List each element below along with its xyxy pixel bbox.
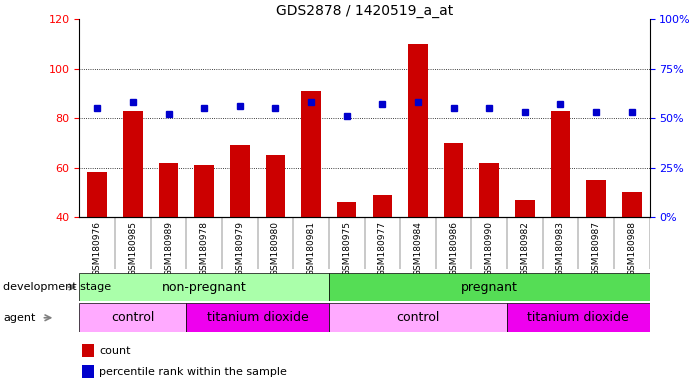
Bar [337,202,357,217]
Bar [82,366,94,378]
Bar [507,303,650,332]
Bar [79,273,329,301]
Bar [187,303,329,332]
Text: GSM180983: GSM180983 [556,221,565,276]
Bar [329,303,507,332]
Bar [372,195,392,217]
Text: GSM180975: GSM180975 [342,221,351,276]
Text: GSM180982: GSM180982 [520,221,529,276]
Bar [301,91,321,217]
Text: GSM180978: GSM180978 [200,221,209,276]
Bar [444,143,464,217]
Text: GSM180986: GSM180986 [449,221,458,276]
Text: control: control [396,311,439,324]
Bar [82,344,94,357]
Bar [159,162,178,217]
Bar [88,172,107,217]
Text: GSM180980: GSM180980 [271,221,280,276]
Text: titanium dioxide: titanium dioxide [207,311,308,324]
Bar [329,273,650,301]
Text: GSM180987: GSM180987 [591,221,600,276]
Text: count: count [100,346,131,356]
Bar [230,145,249,217]
Text: control: control [111,311,155,324]
Text: GSM180977: GSM180977 [378,221,387,276]
Text: GSM180985: GSM180985 [129,221,138,276]
Text: percentile rank within the sample: percentile rank within the sample [100,367,287,377]
Text: GSM180981: GSM180981 [307,221,316,276]
Bar [79,303,187,332]
Bar [551,111,570,217]
Text: development stage: development stage [3,282,111,292]
Text: GSM180984: GSM180984 [413,221,422,276]
Text: GSM180988: GSM180988 [627,221,636,276]
Title: GDS2878 / 1420519_a_at: GDS2878 / 1420519_a_at [276,4,453,18]
Text: GSM180979: GSM180979 [236,221,245,276]
Bar [586,180,606,217]
Bar [194,165,214,217]
Bar [480,162,499,217]
Bar [515,200,535,217]
Bar [265,155,285,217]
Bar [408,44,428,217]
Text: GSM180976: GSM180976 [93,221,102,276]
Text: GSM180990: GSM180990 [484,221,493,276]
Text: GSM180989: GSM180989 [164,221,173,276]
Text: pregnant: pregnant [461,281,518,293]
Text: titanium dioxide: titanium dioxide [527,311,630,324]
Bar [622,192,641,217]
Text: agent: agent [3,313,36,323]
Text: non-pregnant: non-pregnant [162,281,247,293]
Bar [123,111,143,217]
